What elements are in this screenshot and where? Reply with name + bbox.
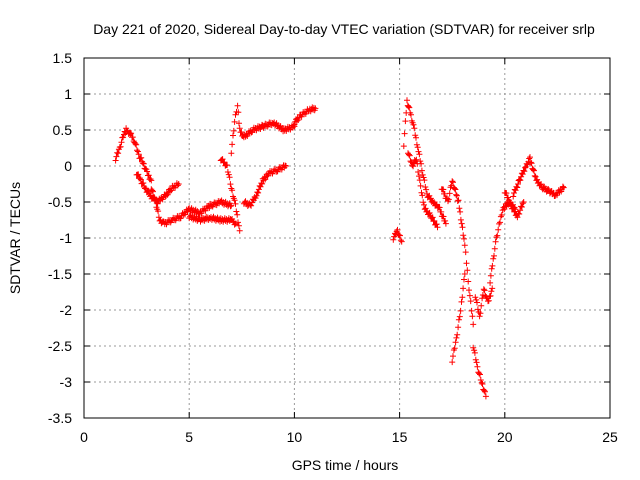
data-point-cluster (405, 150, 441, 231)
y-tick-label: 0.5 (53, 122, 73, 138)
data-point-cluster (472, 285, 496, 320)
data-point-cluster (470, 344, 489, 400)
data-point-cluster (112, 125, 155, 184)
y-tick-label: -2 (60, 302, 73, 318)
data-point-cluster (400, 97, 449, 227)
x-tick-label: 5 (185, 429, 193, 445)
chart-title: Day 221 of 2020, Sidereal Day-to-day VTE… (93, 21, 595, 37)
data-point-cluster (438, 178, 477, 328)
tick-marks (83, 57, 611, 419)
data-point-cluster (449, 271, 468, 366)
data-points (112, 97, 567, 400)
data-point-cluster (240, 162, 289, 209)
data-point-cluster (291, 104, 319, 128)
y-axis-label: SDTVAR / TECUs (7, 182, 23, 294)
x-tick-label: 25 (602, 429, 618, 445)
x-tick-label: 0 (80, 429, 88, 445)
y-tick-label: -3.5 (48, 410, 72, 426)
y-tick-label: -3 (60, 374, 73, 390)
data-point-cluster (228, 102, 298, 157)
grid-lines (84, 58, 610, 418)
x-tick-label: 20 (497, 429, 513, 445)
x-tick-label: 15 (392, 429, 408, 445)
y-tick-label: -2.5 (48, 338, 72, 354)
data-point-cluster (148, 186, 235, 228)
data-point-cluster (186, 212, 239, 228)
x-tick-labels: 0 5 10 15 20 25 (80, 429, 618, 445)
y-tick-label: 1 (64, 86, 72, 102)
y-tick-label: -0.5 (48, 194, 72, 210)
x-axis-label: GPS time / hours (292, 457, 399, 473)
y-tick-label: 0 (64, 158, 72, 174)
data-point-cluster (501, 189, 527, 221)
y-tick-labels: -3.5 -3 -2.5 -2 -1.5 -1 -0.5 0 0.5 1 1.5 (48, 50, 72, 426)
x-tick-label: 10 (287, 429, 303, 445)
y-tick-label: -1.5 (48, 266, 72, 282)
data-point-cluster (217, 156, 243, 234)
data-point-cluster (390, 226, 405, 245)
y-tick-label: -1 (60, 230, 73, 246)
y-tick-label: 1.5 (53, 50, 73, 66)
plot-frame (83, 57, 611, 419)
data-point-cluster (510, 154, 567, 200)
